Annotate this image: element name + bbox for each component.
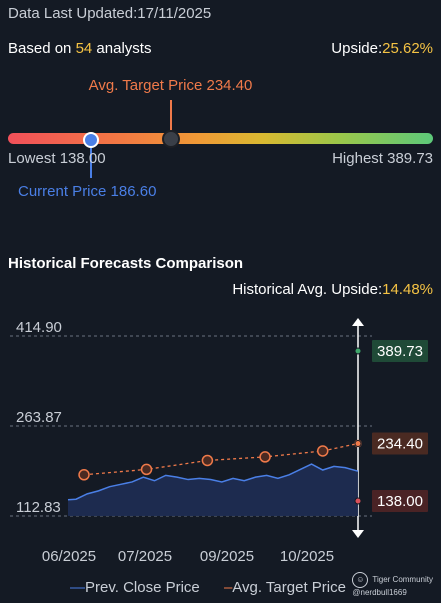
end-label-low-box: [372, 490, 428, 513]
legend-item-avg-target[interactable]: –Avg. Target Price: [223, 579, 346, 596]
avg-target-line: [83, 442, 359, 476]
tiger-logo-icon: ☺: [352, 572, 369, 588]
end-label-high-box: [372, 339, 428, 362]
prev-close-line: [67, 463, 359, 501]
avg-target-point: [201, 454, 214, 467]
analyst-count: 54: [75, 40, 93, 57]
highest-price-label: Highest 389.73: [332, 150, 433, 167]
upside-value: 25.62%: [382, 40, 433, 57]
data-updated-text: Data Last Updated:17/11/2025: [8, 5, 211, 22]
historical-section-title: Historical Forecasts Comparison: [8, 255, 244, 272]
watermark: ☺ Tiger Community @nerdbull1669: [352, 572, 433, 597]
end-dot-avg: [354, 440, 362, 448]
avg-target-point: [259, 451, 271, 463]
x-tick-label: 07/2025: [118, 548, 172, 565]
watermark-line1: Tiger Community: [372, 575, 433, 585]
upside-row: Upside:25.62%: [331, 40, 433, 57]
end-dot-high: [354, 347, 362, 355]
historical-forecast-chart: 414.90 263.87 112.83 06/2025 07/2025 09/2025 1…: [10, 318, 428, 565]
end-label-low: 138.00: [377, 493, 423, 510]
y-tick-label: 263.87: [16, 409, 62, 426]
prev-close-area: [68, 464, 358, 516]
historical-upside-label: Historical Avg. Upside:: [232, 281, 383, 298]
avg-target-price-label: Avg. Target Price 234.40: [88, 77, 253, 94]
x-tick-label: 09/2025: [200, 548, 254, 565]
analysts-label: analysts: [96, 40, 152, 57]
current-price-marker-line: [90, 146, 92, 178]
price-range-bar: [8, 133, 433, 144]
based-on-label: Based on: [8, 40, 72, 57]
updated-date: 17/11/2025: [137, 5, 212, 22]
historical-upside-value: 14.48%: [382, 281, 433, 298]
avg-target-marker-line: [170, 100, 172, 134]
avg-target-point: [140, 463, 153, 476]
current-price-marker: [83, 132, 99, 148]
today-marker-bottom-icon: [352, 530, 364, 538]
current-price-label: Current Price 186.60: [18, 183, 157, 200]
watermark-line2: @nerdbull1669: [352, 588, 407, 597]
chart-legend: —Prev. Close Price –Avg. Target Price: [70, 579, 366, 596]
end-dot-low: [354, 497, 362, 505]
analyst-count-row: Based on 54 analysts: [8, 40, 151, 57]
today-marker-top-icon: [352, 318, 364, 326]
historical-upside-row: Historical Avg. Upside:14.48%: [232, 281, 433, 298]
legend-prev-close-label: Prev. Close Price: [85, 579, 200, 596]
legend-avg-target-label: Avg. Target Price: [232, 579, 346, 596]
end-label-avg: 234.40: [377, 436, 423, 453]
x-tick-label: 06/2025: [42, 548, 96, 565]
avg-target-point: [78, 469, 90, 481]
avg-target-point: [317, 445, 329, 457]
lowest-price-label: Lowest 138.00: [8, 150, 106, 167]
y-tick-label: 414.90: [16, 319, 62, 336]
updated-label: Data Last Updated:: [8, 5, 138, 22]
end-label-high: 389.73: [377, 343, 423, 360]
end-label-avg-box: [372, 432, 428, 455]
legend-item-prev-close[interactable]: —Prev. Close Price: [70, 579, 200, 596]
x-tick-label: 10/2025: [280, 548, 334, 565]
y-tick-label: 112.83: [16, 499, 61, 516]
upside-label: Upside:: [331, 40, 383, 57]
avg-target-marker: [162, 130, 180, 148]
